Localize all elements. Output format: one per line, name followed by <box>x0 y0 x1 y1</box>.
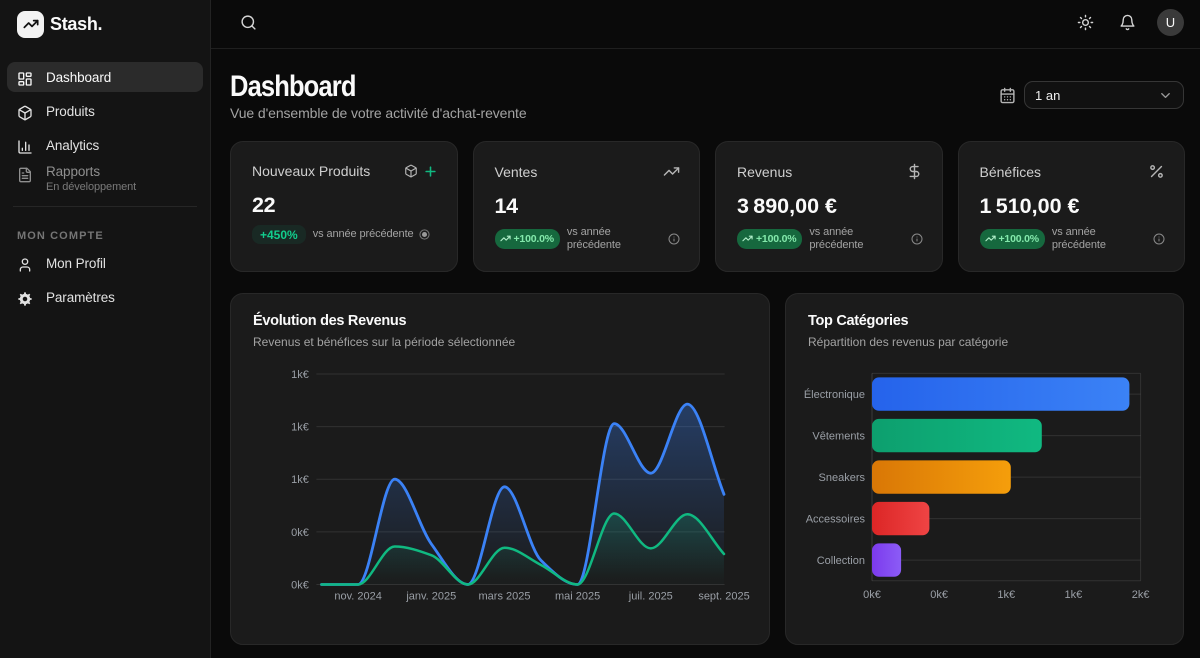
svg-text:janv. 2025: janv. 2025 <box>405 591 456 603</box>
svg-text:Sneakers: Sneakers <box>819 472 866 484</box>
svg-text:0k€: 0k€ <box>291 580 309 592</box>
svg-text:Collection: Collection <box>817 555 865 567</box>
svg-text:0k€: 0k€ <box>930 589 948 601</box>
svg-text:Accessoires: Accessoires <box>806 514 866 526</box>
svg-text:juil. 2025: juil. 2025 <box>628 591 673 603</box>
svg-text:1k€: 1k€ <box>291 474 309 486</box>
svg-text:0k€: 0k€ <box>291 527 309 539</box>
svg-text:1k€: 1k€ <box>997 589 1015 601</box>
svg-text:mai 2025: mai 2025 <box>555 591 600 603</box>
svg-text:Électronique: Électronique <box>804 388 865 401</box>
svg-text:1k€: 1k€ <box>291 422 309 434</box>
svg-text:mars 2025: mars 2025 <box>479 591 531 603</box>
svg-text:1k€: 1k€ <box>291 369 309 381</box>
svg-text:sept. 2025: sept. 2025 <box>698 591 749 603</box>
svg-text:1k€: 1k€ <box>1065 589 1083 601</box>
svg-text:Vêtements: Vêtements <box>812 431 865 443</box>
svg-text:2k€: 2k€ <box>1132 589 1150 601</box>
svg-text:0k€: 0k€ <box>863 589 881 601</box>
svg-text:nov. 2024: nov. 2024 <box>334 591 382 603</box>
